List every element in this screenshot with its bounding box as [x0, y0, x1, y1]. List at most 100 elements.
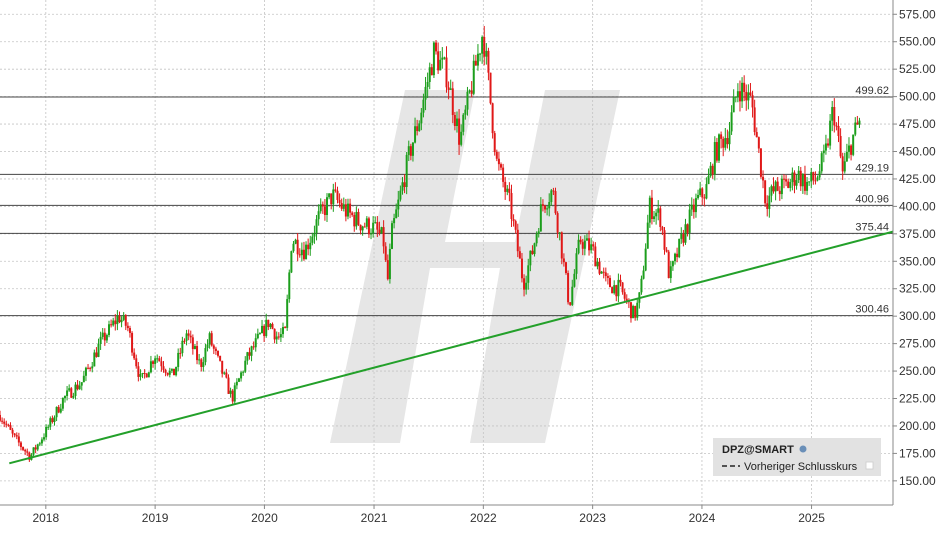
candle-body	[95, 352, 98, 357]
candle-body	[548, 202, 551, 209]
candle-body	[61, 397, 64, 409]
candle-body	[483, 36, 486, 57]
candle-body	[416, 126, 419, 132]
candle-body	[158, 358, 161, 362]
candle-body	[529, 250, 532, 266]
candle-body	[198, 359, 201, 361]
candle-body	[302, 249, 305, 260]
candle-body	[489, 72, 492, 104]
y-tick-label: 175.00	[899, 446, 936, 460]
candle-body	[156, 358, 159, 360]
candle-body	[384, 246, 387, 261]
level-label: 499.62	[855, 85, 889, 97]
candle-body	[286, 299, 289, 328]
candle-body	[799, 170, 802, 187]
candle-body	[464, 109, 467, 115]
candle-body	[500, 164, 503, 168]
candle-body	[166, 372, 169, 375]
candle-body	[386, 260, 389, 280]
level-label: 429.19	[855, 162, 889, 174]
candle-body	[751, 95, 754, 108]
candle-body	[497, 158, 500, 165]
candle-body	[709, 165, 712, 177]
candle-body	[653, 216, 656, 220]
candle-body	[808, 181, 811, 183]
candle-body	[47, 426, 50, 428]
candle-body	[525, 282, 528, 290]
candle-body	[745, 91, 748, 101]
candle-body	[217, 350, 220, 356]
candle-body	[91, 366, 94, 369]
candle-body	[292, 243, 295, 252]
legend-globe-icon	[799, 445, 807, 453]
candle-body	[502, 167, 505, 182]
candle-body	[336, 190, 339, 200]
candle-body	[854, 122, 857, 135]
candle-body	[0, 414, 1, 421]
candle-body	[51, 418, 54, 422]
candle-body	[445, 57, 448, 88]
candle-body	[43, 437, 46, 440]
candle-body	[246, 352, 249, 361]
level-label: 400.96	[855, 193, 889, 205]
candle-body	[458, 118, 461, 145]
candle-body	[164, 369, 167, 373]
candle-body	[45, 426, 48, 438]
candle-body	[298, 254, 301, 256]
candle-body	[707, 176, 710, 185]
candle-body	[361, 226, 364, 231]
candle-body	[317, 211, 320, 220]
candle-body	[376, 222, 379, 230]
candle-body	[330, 193, 333, 205]
candle-body	[231, 390, 234, 402]
candle-body	[250, 346, 253, 356]
candle-body	[11, 429, 14, 434]
candle-body	[634, 305, 637, 318]
candle-body	[533, 243, 536, 255]
candle-body	[514, 221, 517, 230]
candle-body	[644, 248, 647, 271]
candle-body	[135, 358, 138, 367]
candle-body	[474, 60, 477, 66]
candle-body	[70, 388, 73, 398]
candle-body	[112, 320, 115, 326]
candle-body	[409, 146, 412, 156]
candle-body	[657, 208, 660, 213]
x-tick-label: 2019	[142, 511, 169, 525]
candle-body	[68, 388, 71, 391]
candle-body	[789, 182, 792, 188]
candle-body	[212, 345, 215, 349]
y-tick-label: 275.00	[899, 337, 936, 351]
candle-body	[388, 248, 391, 280]
axes: 575.00 550.00 525.00 500.00 475.00 450.00 425.…	[0, 0, 936, 525]
candle-body	[420, 112, 423, 124]
legend-checkbox-icon[interactable]	[865, 461, 874, 470]
candle-body	[609, 277, 612, 288]
candle-body	[833, 107, 836, 126]
candle-body	[520, 258, 523, 279]
support-trendline	[9, 230, 894, 465]
candle-body	[843, 161, 846, 172]
candle-body	[34, 447, 37, 450]
candle-body	[323, 206, 326, 215]
candle-body	[300, 249, 303, 256]
x-tick-label: 2020	[251, 511, 278, 525]
candle-body	[703, 197, 706, 199]
candle-body	[349, 203, 352, 213]
candle-body	[724, 138, 727, 148]
candle-body	[780, 178, 783, 195]
x-tick-label: 2025	[798, 511, 825, 525]
candle-body	[172, 368, 175, 376]
y-tick-label: 325.00	[899, 282, 936, 296]
candle-body	[78, 385, 81, 390]
candle-body	[678, 238, 681, 258]
candle-body	[720, 134, 723, 139]
candle-body	[847, 145, 850, 152]
candle-body	[19, 442, 22, 448]
candle-body	[797, 170, 800, 181]
candle-body	[715, 142, 718, 161]
candle-body	[648, 197, 651, 223]
y-tick-label: 575.00	[899, 7, 936, 21]
y-tick-label: 550.00	[899, 35, 936, 49]
candle-body	[485, 50, 488, 57]
